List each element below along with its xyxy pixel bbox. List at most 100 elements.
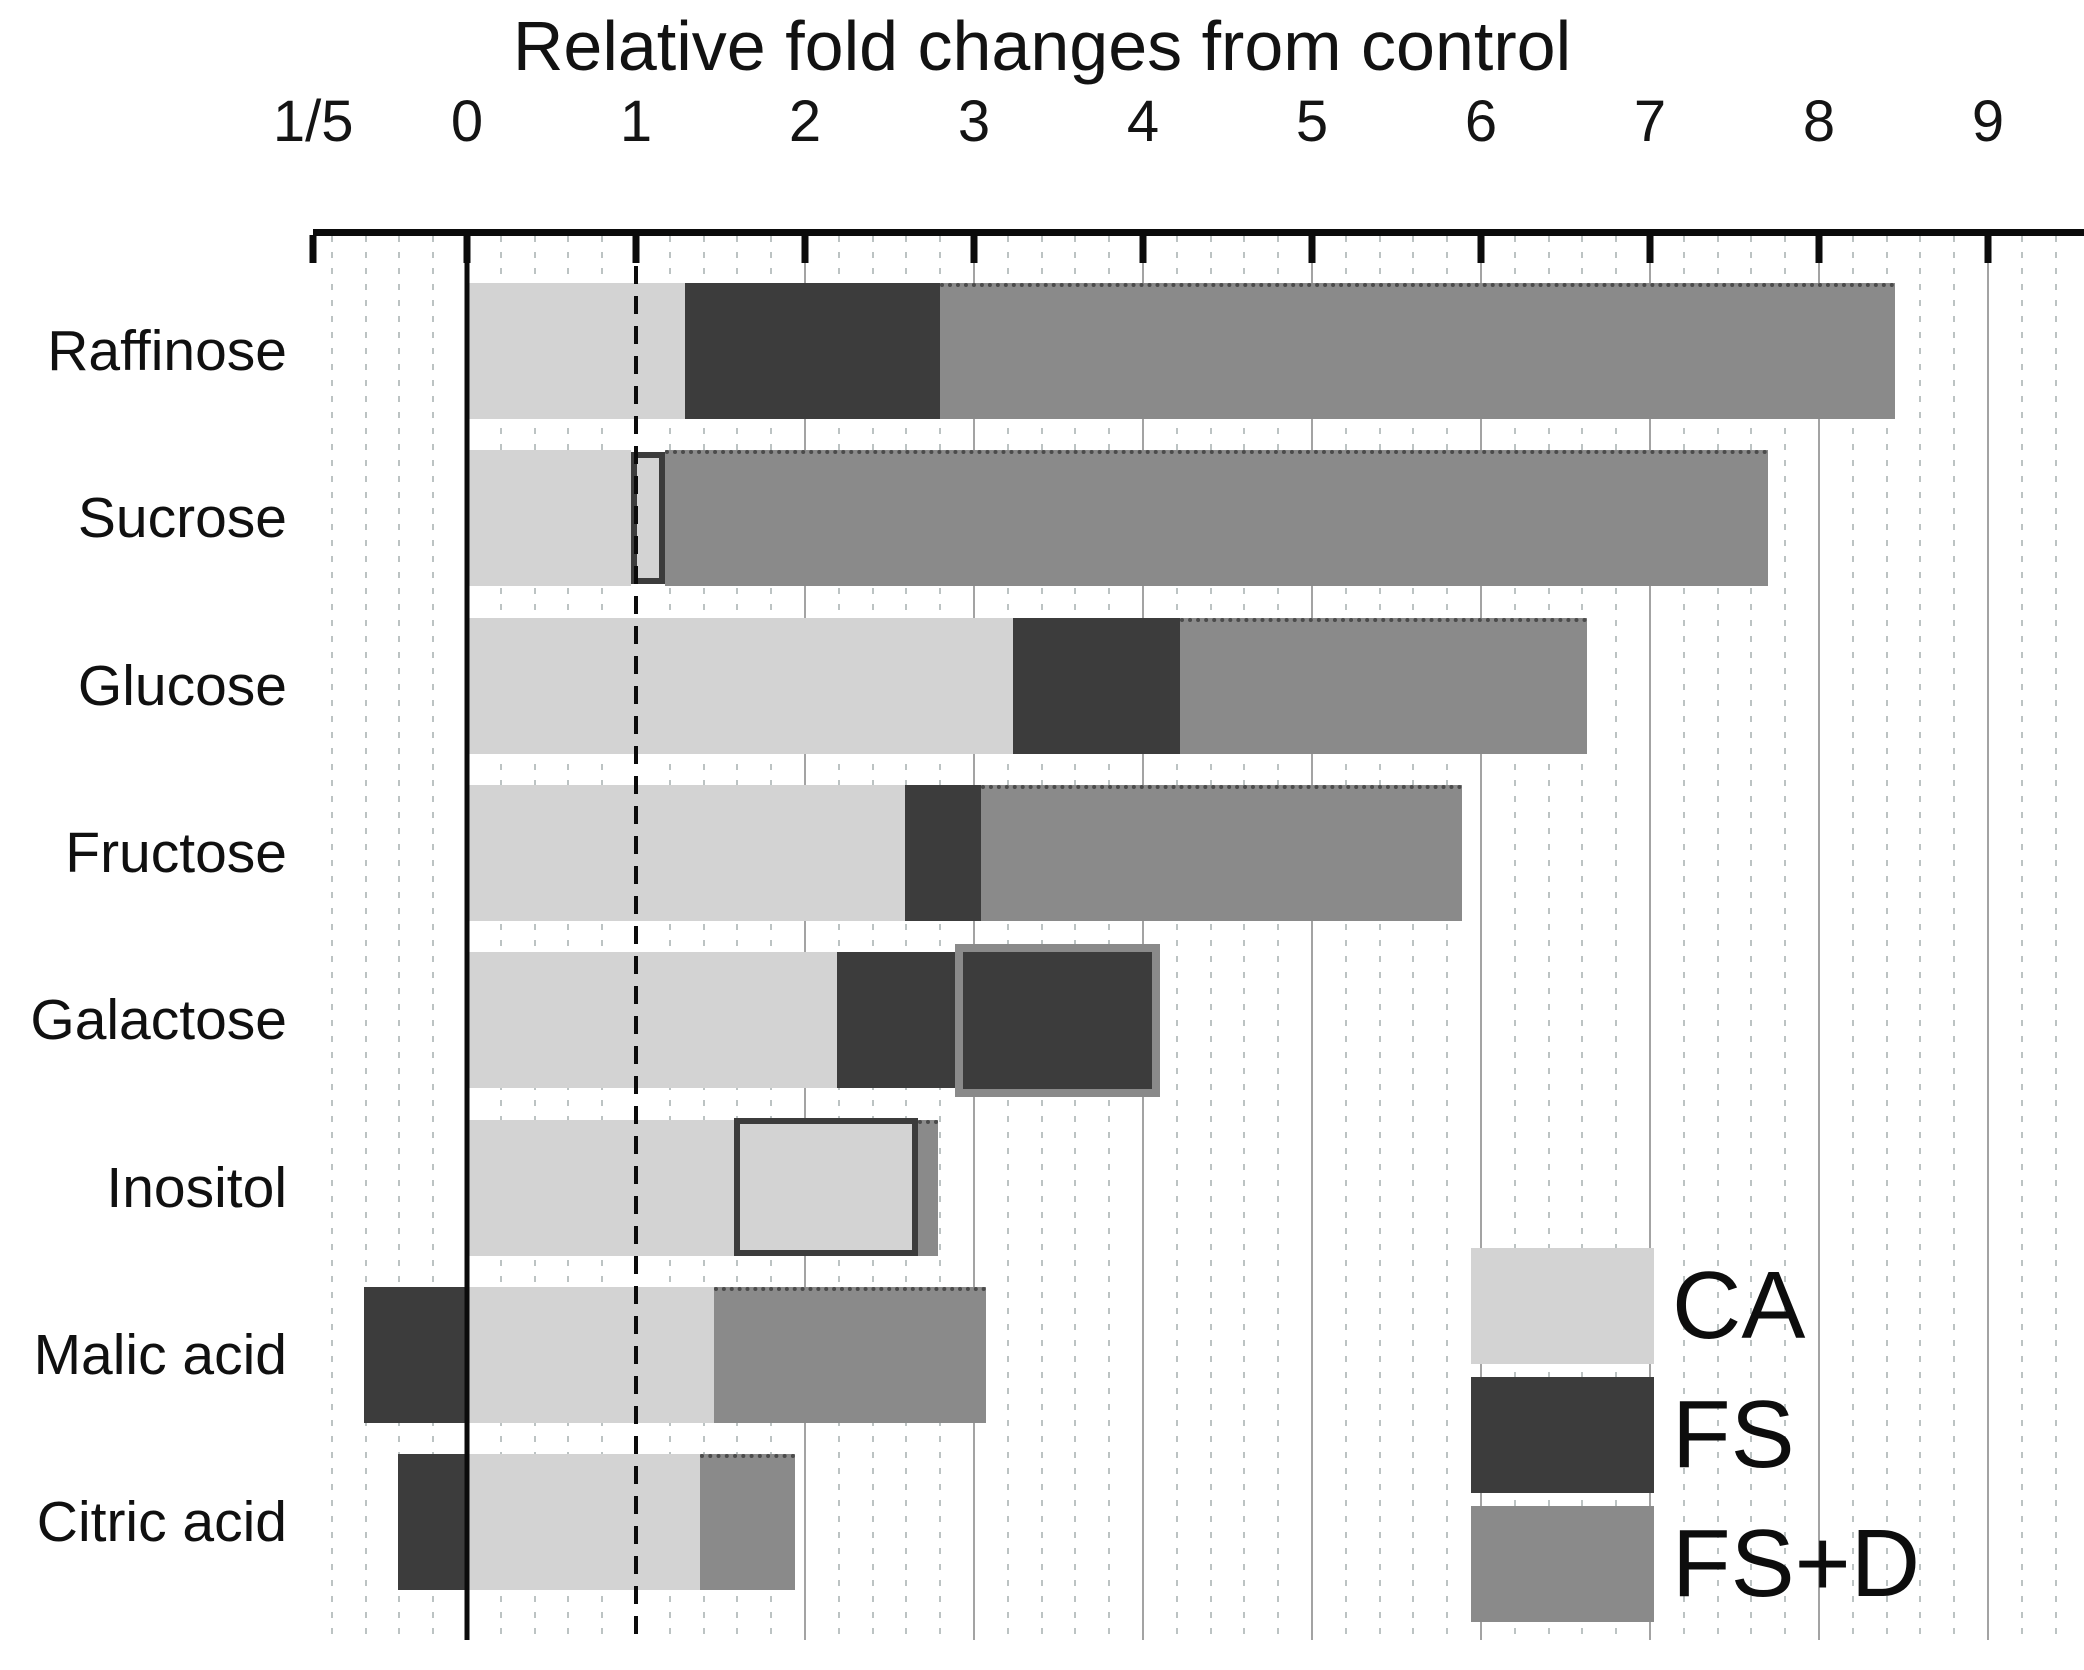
x-axis-tick [1646, 235, 1654, 263]
x-axis-tick-label: 5 [1295, 89, 1329, 154]
gridline-minor [668, 236, 671, 1640]
bar-segment-fs [904, 785, 981, 921]
x-axis-tick-label: 0 [450, 89, 484, 154]
x-axis-tick [632, 235, 640, 263]
fold-change-1-dashed-line [634, 236, 638, 1640]
bar-segment-ca [467, 450, 631, 586]
bar-segment-ca [467, 1287, 714, 1423]
gridline-minor [1446, 236, 1449, 1640]
legend-swatch-ca [1471, 1248, 1654, 1364]
x-axis-tick [463, 235, 471, 263]
gridline-major [973, 236, 975, 1640]
x-axis-tick [1477, 235, 1485, 263]
gridline-minor [1716, 236, 1719, 1640]
gridline-minor [939, 236, 942, 1640]
gridline-minor [1784, 236, 1787, 1640]
bar-segment-fsd [664, 450, 1769, 586]
gridline-minor [533, 236, 536, 1640]
x-axis-tick [1815, 235, 1823, 263]
gridline-minor [1074, 236, 1077, 1640]
x-axis-tick [1308, 235, 1316, 263]
bar-segment-ca [467, 952, 838, 1088]
gridline-minor [330, 236, 333, 1640]
gridline-major [804, 236, 806, 1640]
bar-segment-fsd [918, 1120, 939, 1256]
gridline-minor [871, 236, 874, 1640]
gridline-major [1987, 236, 1989, 1640]
x-axis-tick [1139, 235, 1147, 263]
x-axis-tick-label: 6 [1464, 89, 1498, 154]
bar-segment-fsd [940, 283, 1896, 419]
legend-label-fsd: FS+D [1672, 1510, 1921, 1617]
x-axis-tick [801, 235, 809, 263]
legend-label-ca: CA [1672, 1252, 1806, 1359]
zero-reference-line [464, 236, 470, 1640]
gridline-minor [1277, 236, 1280, 1640]
gridline-minor [1581, 236, 1584, 1640]
gridline-minor [1682, 236, 1685, 1640]
category-label: Citric acid [36, 1490, 287, 1554]
gridline-minor [1851, 236, 1854, 1640]
gridline-minor [601, 236, 604, 1640]
x-axis-tick-label: 4 [1126, 89, 1160, 154]
category-label: Malic acid [33, 1323, 287, 1387]
gridline-minor [1344, 236, 1347, 1640]
gridline-minor [432, 236, 435, 1640]
gridline-minor [1209, 236, 1212, 1640]
bar-segment-ca [467, 1454, 701, 1590]
x-axis-tick-label: 3 [957, 89, 991, 154]
category-label: Sucrose [77, 486, 287, 550]
gridline-minor [1919, 236, 1922, 1640]
gridline-major [1142, 236, 1144, 1640]
bar-segment-fs [363, 1287, 467, 1423]
x-axis-tick [1984, 235, 1992, 263]
category-label: Glucose [77, 654, 287, 718]
gridline-minor [1243, 236, 1246, 1640]
category-label: Fructose [65, 821, 287, 885]
x-axis-tick-label: 1 [619, 89, 653, 154]
x-axis-tick-label: 2 [788, 89, 822, 154]
chart-title: Relative fold changes from control [512, 7, 1572, 85]
gridline-minor [364, 236, 367, 1640]
gridline-minor [1040, 236, 1043, 1640]
gridline-major [1649, 236, 1651, 1640]
gridline-minor [770, 236, 773, 1640]
legend-label-fs: FS [1672, 1381, 1795, 1488]
gridline-minor [1108, 236, 1111, 1640]
gridline-minor [499, 236, 502, 1640]
gridline-major [1311, 236, 1313, 1640]
category-label: Inositol [106, 1156, 287, 1220]
bar-segment-fs [685, 283, 941, 419]
bar-segment-fs [955, 944, 1160, 1097]
gridline-minor [1885, 236, 1888, 1640]
x-axis-tick-label: 1/5 [272, 89, 354, 154]
gridline-minor [398, 236, 401, 1640]
gridline-minor [2020, 236, 2023, 1640]
x-axis-tick-label: 8 [1802, 89, 1836, 154]
x-axis-tick-label: 7 [1633, 89, 1667, 154]
x-axis-tick [970, 235, 978, 263]
bar-segment-fsd [700, 1454, 795, 1590]
bar-segment-fsd [1180, 618, 1588, 754]
gridline-major [1480, 236, 1482, 1640]
gridline-minor [1378, 236, 1381, 1640]
gridline-minor [736, 236, 739, 1640]
bar-segment-fsd [980, 785, 1463, 921]
legend-swatch-fs [1471, 1377, 1654, 1493]
gridline-minor [2054, 236, 2057, 1640]
gridline-minor [1750, 236, 1753, 1640]
bar-segment-fs [1012, 618, 1181, 754]
category-label: Galactose [30, 988, 287, 1052]
bar-segment-fsd [713, 1287, 986, 1423]
bar-segment-fs [837, 952, 956, 1088]
gridline-minor [1615, 236, 1618, 1640]
bar-segment-ca [734, 1118, 919, 1256]
bar-segment-fs [397, 1454, 467, 1590]
gridline-minor [567, 236, 570, 1640]
bar-segment-ca [467, 785, 905, 921]
gridline-minor [1953, 236, 1956, 1640]
gridline-minor [905, 236, 908, 1640]
x-axis-line [313, 229, 2084, 236]
gridline-major [1818, 236, 1820, 1640]
gridline-minor [702, 236, 705, 1640]
